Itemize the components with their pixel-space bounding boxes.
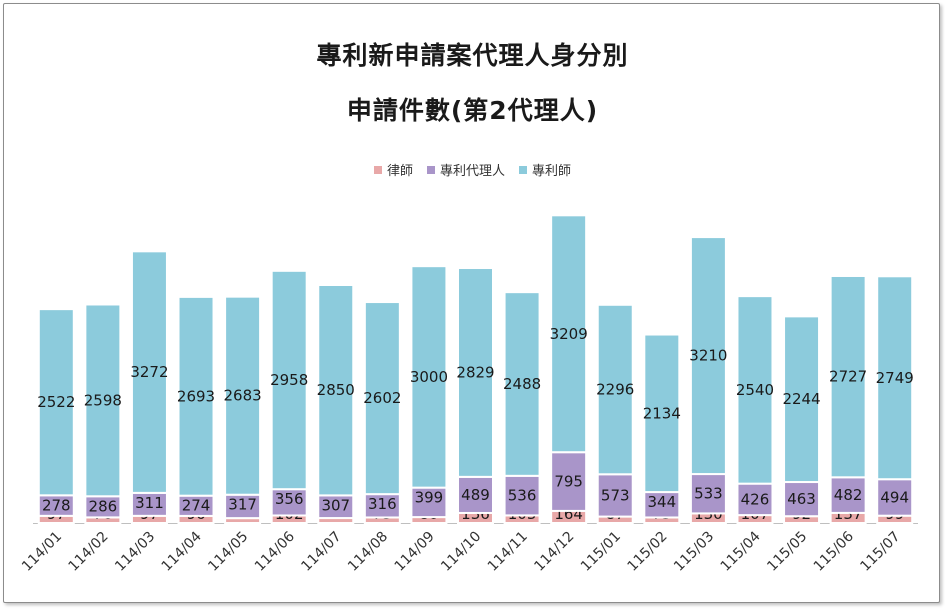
data-label: 307 xyxy=(321,496,350,514)
data-label: 2598 xyxy=(84,391,122,409)
x-tick-label: 115/02 xyxy=(624,529,670,575)
data-label: 2134 xyxy=(643,404,681,422)
data-label: 2602 xyxy=(363,389,401,407)
data-label: 3000 xyxy=(410,368,448,386)
x-tick-label: 114/05 xyxy=(205,529,251,575)
x-tick-label: 114/12 xyxy=(531,529,577,575)
data-label: 2683 xyxy=(224,387,262,405)
x-tick-label: 114/09 xyxy=(392,529,438,575)
data-label: 482 xyxy=(834,486,863,504)
x-tick-label: 115/04 xyxy=(718,528,764,574)
data-label: 573 xyxy=(601,486,630,504)
data-label: 344 xyxy=(647,493,676,511)
data-label: 536 xyxy=(508,487,537,505)
data-label: 2727 xyxy=(829,368,867,386)
x-tick-label: 115/06 xyxy=(811,528,857,574)
data-label: 286 xyxy=(89,497,118,515)
data-label: 3209 xyxy=(550,325,588,343)
data-label: 311 xyxy=(135,494,164,512)
data-label: 2850 xyxy=(317,381,355,399)
x-tick-label: 114/04 xyxy=(159,528,205,574)
data-label: 278 xyxy=(42,496,71,514)
data-label: 317 xyxy=(228,496,257,514)
data-label: 2540 xyxy=(736,381,774,399)
x-tick-label: 115/07 xyxy=(857,529,903,575)
data-label: 356 xyxy=(275,490,304,508)
x-tick-label: 114/11 xyxy=(485,529,531,575)
x-tick-label: 115/03 xyxy=(671,529,717,575)
x-tick-label: 114/02 xyxy=(66,529,112,575)
data-label: 2522 xyxy=(37,393,75,411)
data-label: 2829 xyxy=(456,363,494,381)
data-label: 2244 xyxy=(782,390,820,408)
data-label: 399 xyxy=(415,489,444,507)
data-label: 2749 xyxy=(876,369,914,387)
x-tick-label: 114/08 xyxy=(345,529,391,575)
data-label: 3272 xyxy=(130,363,168,381)
x-tick-label: 115/05 xyxy=(764,529,810,575)
x-tick-label: 114/10 xyxy=(438,529,484,575)
data-label: 533 xyxy=(694,485,723,503)
data-label: 2488 xyxy=(503,375,541,393)
data-label: 795 xyxy=(554,473,583,491)
data-label: 494 xyxy=(880,488,909,506)
data-label: 463 xyxy=(787,490,816,508)
x-tick-label: 115/01 xyxy=(578,529,624,575)
data-label: 426 xyxy=(741,490,770,508)
x-tick-label: 114/07 xyxy=(298,529,344,575)
x-tick-label: 114/01 xyxy=(19,529,65,575)
data-label: 2958 xyxy=(270,371,308,389)
data-label: 489 xyxy=(461,486,490,504)
x-tick-label: 114/03 xyxy=(112,529,158,575)
x-tick-label: 114/06 xyxy=(252,528,298,574)
data-label: 274 xyxy=(182,497,211,515)
data-label: 2693 xyxy=(177,387,215,405)
data-label: 316 xyxy=(368,495,397,513)
data-label: 3210 xyxy=(689,347,727,365)
data-label: 2296 xyxy=(596,381,634,399)
